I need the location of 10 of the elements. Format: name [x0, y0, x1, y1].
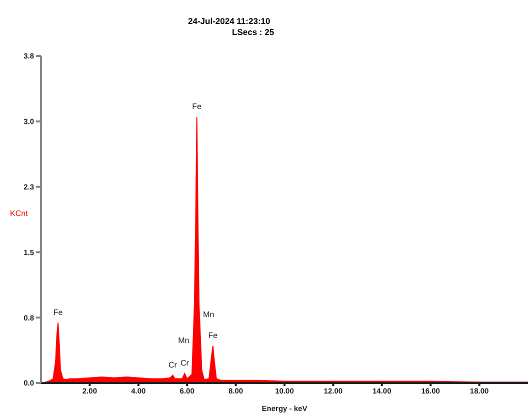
- annotation: Cr: [180, 358, 190, 368]
- chart-title: 24-Jul-2024 11:23:10: [188, 16, 270, 26]
- annotation: Mn: [178, 336, 190, 345]
- annotation: Fe: [192, 102, 202, 112]
- chart-subtitle: LSecs : 25: [232, 27, 274, 37]
- annotation: Fe: [53, 308, 64, 317]
- annotation: Mn: [203, 310, 214, 319]
- annotation: Cr: [168, 360, 178, 370]
- annotation: Fe: [208, 330, 218, 340]
- y-axis-title: KCnt: [10, 209, 28, 218]
